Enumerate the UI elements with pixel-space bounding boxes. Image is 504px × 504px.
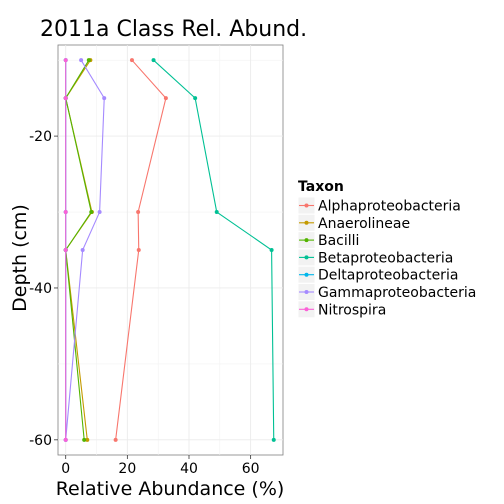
legend-label: Deltaproteobacteria (318, 268, 458, 284)
data-point-nitrospira (63, 58, 68, 63)
data-point-bacilli (86, 58, 91, 63)
data-point-anaerolineae (85, 437, 90, 442)
legend-item: Alphaproteobacteria (297, 196, 461, 215)
legend-label: Betaproteobacteria (318, 250, 453, 266)
data-point-betaproteobacteria (151, 58, 156, 63)
legend-item: Betaproteobacteria (297, 248, 453, 267)
data-point-alphaproteobacteria (136, 248, 141, 252)
legend-item: Anaerolineae (297, 213, 410, 232)
data-point-betaproteobacteria (271, 437, 276, 442)
legend-key-point (304, 272, 309, 277)
legend-item: Nitrospira (297, 300, 386, 319)
axes: 0 20 40 60 -20 -40 -60 (29, 129, 259, 477)
data-point-gammaproteobacteria (102, 96, 107, 101)
data-point-alphaproteobacteria (113, 437, 118, 442)
data-point-gammaproteobacteria (97, 210, 102, 215)
data-point-betaproteobacteria (193, 96, 198, 101)
x-tick-label: 60 (242, 461, 260, 477)
legend: Taxon AlphaproteobacteriaAnaerolineaeBac… (297, 179, 476, 319)
data-point-bacilli (82, 437, 87, 442)
data-point-nitrospira (63, 210, 68, 215)
data-point-nitrospira (63, 248, 68, 252)
data-point-gammaproteobacteria (79, 58, 84, 63)
legend-item: Deltaproteobacteria (297, 265, 458, 284)
data-point-bacilli (89, 210, 94, 215)
legend-item: Gammaproteobacteria (297, 283, 476, 301)
data-point-gammaproteobacteria (80, 248, 85, 252)
chart-title: 2011a Class Rel. Abund. (40, 17, 307, 42)
y-tick-label: -60 (29, 433, 52, 449)
legend-key-point (304, 203, 309, 208)
legend-label: Gammaproteobacteria (318, 285, 476, 301)
data-point-alphaproteobacteria (136, 210, 141, 215)
data-point-alphaproteobacteria (129, 58, 134, 63)
legend-label: Anaerolineae (318, 216, 410, 232)
plot-panel (57, 44, 284, 456)
legend-item: Bacilli (297, 231, 359, 250)
series-layer (63, 58, 276, 442)
data-point-nitrospira (63, 96, 68, 101)
legend-key-point (304, 220, 309, 225)
legend-label: Bacilli (318, 233, 359, 249)
legend-key-point (304, 255, 309, 260)
legend-label: Alphaproteobacteria (318, 199, 461, 215)
x-tick-label: 40 (180, 461, 198, 477)
legend-label: Nitrospira (318, 302, 386, 318)
data-point-alphaproteobacteria (163, 96, 168, 101)
y-axis-title: Depth (cm) (9, 204, 31, 312)
data-point-betaproteobacteria (269, 248, 274, 252)
x-axis-title: Relative Abundance (%) (56, 478, 285, 500)
data-point-betaproteobacteria (214, 210, 219, 215)
legend-key-point (304, 307, 309, 312)
legend-title: Taxon (298, 179, 344, 195)
x-tick-label: 0 (61, 461, 70, 477)
legend-key-point (304, 290, 309, 294)
data-point-nitrospira (63, 437, 68, 442)
x-tick-label: 20 (118, 461, 136, 477)
y-tick-label: -20 (29, 129, 52, 145)
legend-key-point (304, 238, 309, 243)
y-tick-label: -40 (29, 281, 52, 297)
